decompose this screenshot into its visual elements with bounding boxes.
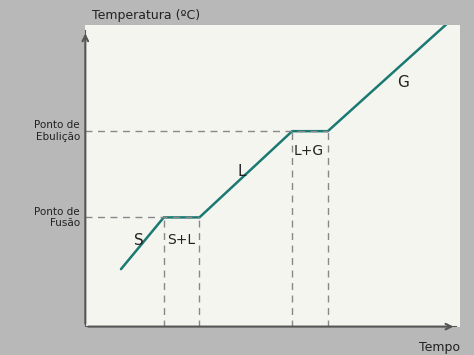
Text: L: L [238, 164, 246, 179]
Text: Ponto de
Fusão: Ponto de Fusão [34, 207, 80, 228]
Text: Ponto de
Ebulição: Ponto de Ebulição [34, 120, 80, 142]
Text: Tempo: Tempo [419, 341, 460, 354]
Text: S: S [134, 233, 144, 248]
Text: Temperatura (ºC): Temperatura (ºC) [92, 9, 201, 22]
Text: G: G [397, 75, 409, 90]
Text: S+L: S+L [167, 233, 196, 247]
Text: L+G: L+G [293, 144, 323, 158]
